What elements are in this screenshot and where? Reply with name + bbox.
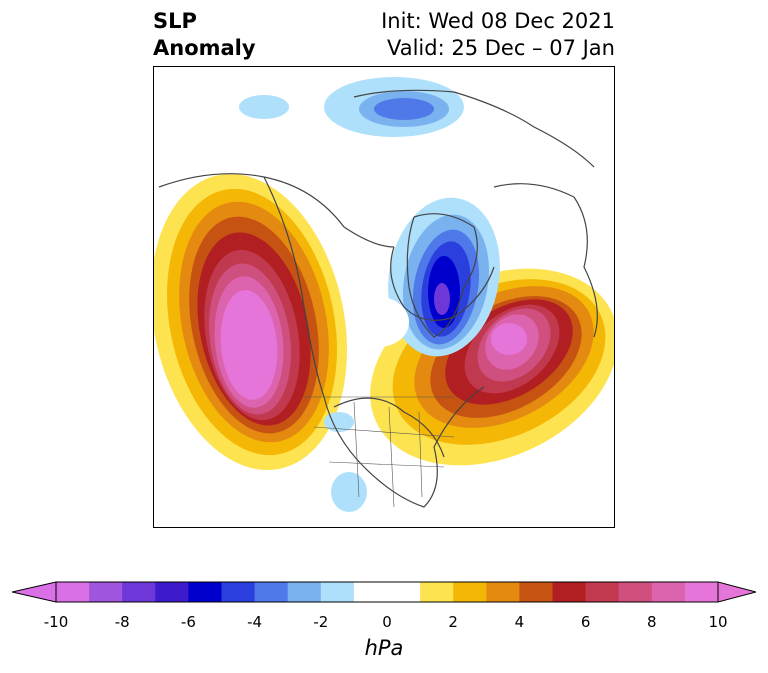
colorbar-segment: [453, 582, 487, 602]
pacific-high-anomaly: [154, 173, 348, 471]
title-variable: SLP: [153, 9, 197, 33]
colorbar-tick-label: -8: [114, 613, 130, 631]
coastlines: [158, 89, 598, 508]
atlantic-high-anomaly: [370, 268, 614, 466]
colorbar-segment: [353, 582, 388, 602]
colorbar-tick-label: -2: [313, 613, 329, 631]
colorbar-tick-label: 6: [580, 613, 591, 631]
gulf-low-patch: [331, 472, 367, 512]
colorbar-segment: [221, 582, 256, 602]
colorbar-segment: [56, 582, 90, 602]
title-left: SLP Anomaly: [153, 8, 256, 62]
colorbar-tick-label: -4: [247, 613, 263, 631]
plains-low-patch: [324, 412, 354, 432]
colorbar-segment: [254, 582, 289, 602]
colorbar-segment: [155, 582, 189, 602]
colorbar-segment: [585, 582, 620, 602]
colorbar-segment: [188, 582, 222, 602]
colorbar-tick-label: 2: [448, 613, 458, 631]
map-panel: [153, 66, 615, 528]
colorbar-segment: [486, 582, 520, 602]
borders: [304, 396, 455, 508]
colorbar-unit: hPa: [364, 636, 404, 660]
colorbar-segment: [651, 582, 686, 602]
colorbar-tick-label: -6: [180, 613, 196, 631]
valid-range: Valid: 25 Dec – 07 Jan: [386, 36, 615, 60]
colorbar-tick-label: 10: [708, 613, 728, 631]
colorbar-tick-label: -10: [43, 613, 69, 631]
anomaly-map: [154, 77, 614, 512]
colorbar-tick-label: 8: [647, 613, 657, 631]
colorbar-tick-label: 4: [514, 613, 525, 631]
colorbar-segment: [89, 582, 123, 602]
title-right: Init: Wed 08 Dec 2021 Valid: 25 Dec – 07…: [381, 8, 615, 62]
colorbar-min-arrow: [12, 581, 57, 603]
colorbar-segment: [122, 582, 156, 602]
colorbar-segment: [552, 582, 587, 602]
colorbar: [12, 581, 756, 603]
colorbar-segment: [387, 582, 421, 602]
greenland-low-anomaly: [388, 197, 500, 357]
colorbar-segment: [320, 582, 355, 602]
colorbar-max-arrow: [717, 581, 756, 603]
siberia-low-anomaly: [239, 77, 464, 137]
colorbar-segment: [618, 582, 653, 602]
colorbar-segment: [684, 582, 719, 602]
colorbar-segment: [287, 582, 322, 602]
neutral-zone: [349, 297, 409, 347]
title-field: Anomaly: [153, 36, 256, 60]
colorbar-tick-label: 0: [382, 613, 392, 631]
colorbar-segment: [519, 582, 553, 602]
init-date: Init: Wed 08 Dec 2021: [381, 9, 615, 33]
colorbar-segment: [420, 582, 454, 602]
